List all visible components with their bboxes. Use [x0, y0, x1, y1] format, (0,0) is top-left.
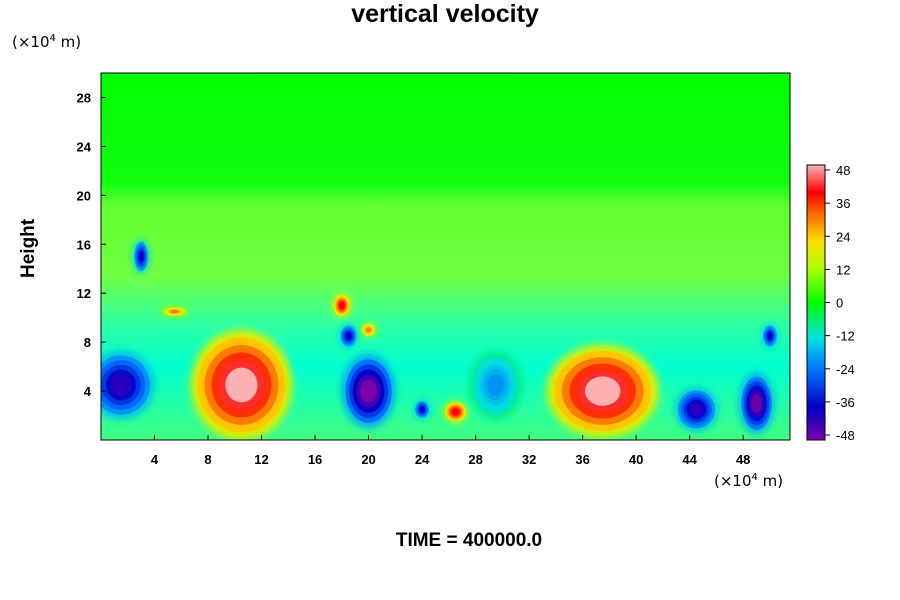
- colorbar-tick-label: 0: [836, 296, 843, 311]
- y-tick-label: 24: [77, 139, 92, 154]
- y-tick-label: 12: [77, 286, 91, 301]
- heatmap-field: [101, 239, 778, 440]
- colorbar-tick-label: -24: [836, 362, 855, 377]
- x-tick-label: 4: [151, 452, 159, 467]
- chart-title: vertical velocity: [351, 0, 539, 28]
- contour-ring: [451, 408, 460, 416]
- contour-ring: [360, 379, 378, 403]
- x-tick-label: 8: [204, 452, 211, 467]
- x-tick-label: 40: [629, 452, 643, 467]
- x-tick-label: 12: [254, 452, 268, 467]
- colorbar-tick-label: 24: [836, 229, 850, 244]
- heatmap-cell-1: [546, 344, 659, 438]
- x-tick-label: 24: [415, 452, 430, 467]
- time-label: TIME = 400000.0: [395, 530, 543, 551]
- heatmap-cell-0: [190, 329, 293, 440]
- x-axis: 4 8 12 16 20 24 28 32 36 40 44 48: [151, 435, 750, 467]
- y-tick-label: 4: [84, 384, 92, 399]
- colorbar-tick-label: -36: [836, 395, 855, 410]
- heatmap-cell-6: [341, 354, 396, 428]
- heatmap-cell-7: [101, 350, 155, 420]
- y-tick-label: 28: [77, 90, 91, 105]
- contour-ring: [138, 251, 144, 262]
- heatmap-cell-14: [414, 399, 431, 420]
- plot-frame: [100, 72, 791, 441]
- x-tick-label: 20: [361, 452, 375, 467]
- y-tick-label: 8: [84, 335, 91, 350]
- colorbar-tick-label: 36: [836, 196, 850, 211]
- contour-ring: [487, 374, 505, 396]
- x-tick-label: 28: [468, 452, 482, 467]
- heatmap-cell-5: [161, 306, 188, 317]
- y-tick-label: 16: [77, 237, 91, 252]
- contour-ring: [170, 310, 179, 314]
- heatmap-cell-10: [133, 239, 150, 274]
- colorbar-ticks: 48 36 24 12 0 -12 -24 -36 -48: [825, 163, 855, 443]
- contour-ring: [110, 374, 132, 396]
- y-axis: 4 8 12 16 20 24 28: [77, 90, 106, 399]
- colorbar-tick-label: 12: [836, 262, 850, 277]
- colorbar-tick-label: -12: [836, 329, 855, 344]
- y-units-label: (×104 m): [12, 33, 82, 51]
- contour-ring: [345, 332, 352, 340]
- contour-ring: [584, 376, 621, 406]
- colorbar: [806, 164, 826, 441]
- colorbar-tick-label: -48: [836, 428, 855, 443]
- heatmap-cell-2: [443, 400, 468, 423]
- contour-ring: [366, 327, 372, 333]
- x-tick-label: 48: [736, 452, 750, 467]
- x-tick-label: 16: [308, 452, 322, 467]
- heatmap-cell-9: [739, 372, 774, 434]
- contour-ring: [767, 332, 773, 340]
- heatmap-cell-8: [674, 387, 718, 432]
- heatmap-cell-4: [360, 322, 377, 338]
- heatmap-cell-13: [468, 350, 523, 420]
- x-tick-label: 44: [682, 452, 697, 467]
- x-tick-label: 32: [522, 452, 536, 467]
- heatmap-cell-11: [339, 323, 358, 349]
- contour-ring: [689, 402, 704, 417]
- heatmap-cell-12: [761, 323, 778, 349]
- contour-ring: [419, 406, 425, 413]
- contour-ring: [338, 301, 345, 310]
- contour-ring: [225, 367, 258, 403]
- y-tick-label: 20: [77, 188, 91, 203]
- colorbar-tick-label: 48: [836, 163, 850, 178]
- contour-ring: [751, 393, 763, 413]
- x-tick-label: 36: [575, 452, 589, 467]
- heatmap-cell-3: [332, 293, 352, 318]
- x-units-label: (×104 m): [714, 472, 784, 490]
